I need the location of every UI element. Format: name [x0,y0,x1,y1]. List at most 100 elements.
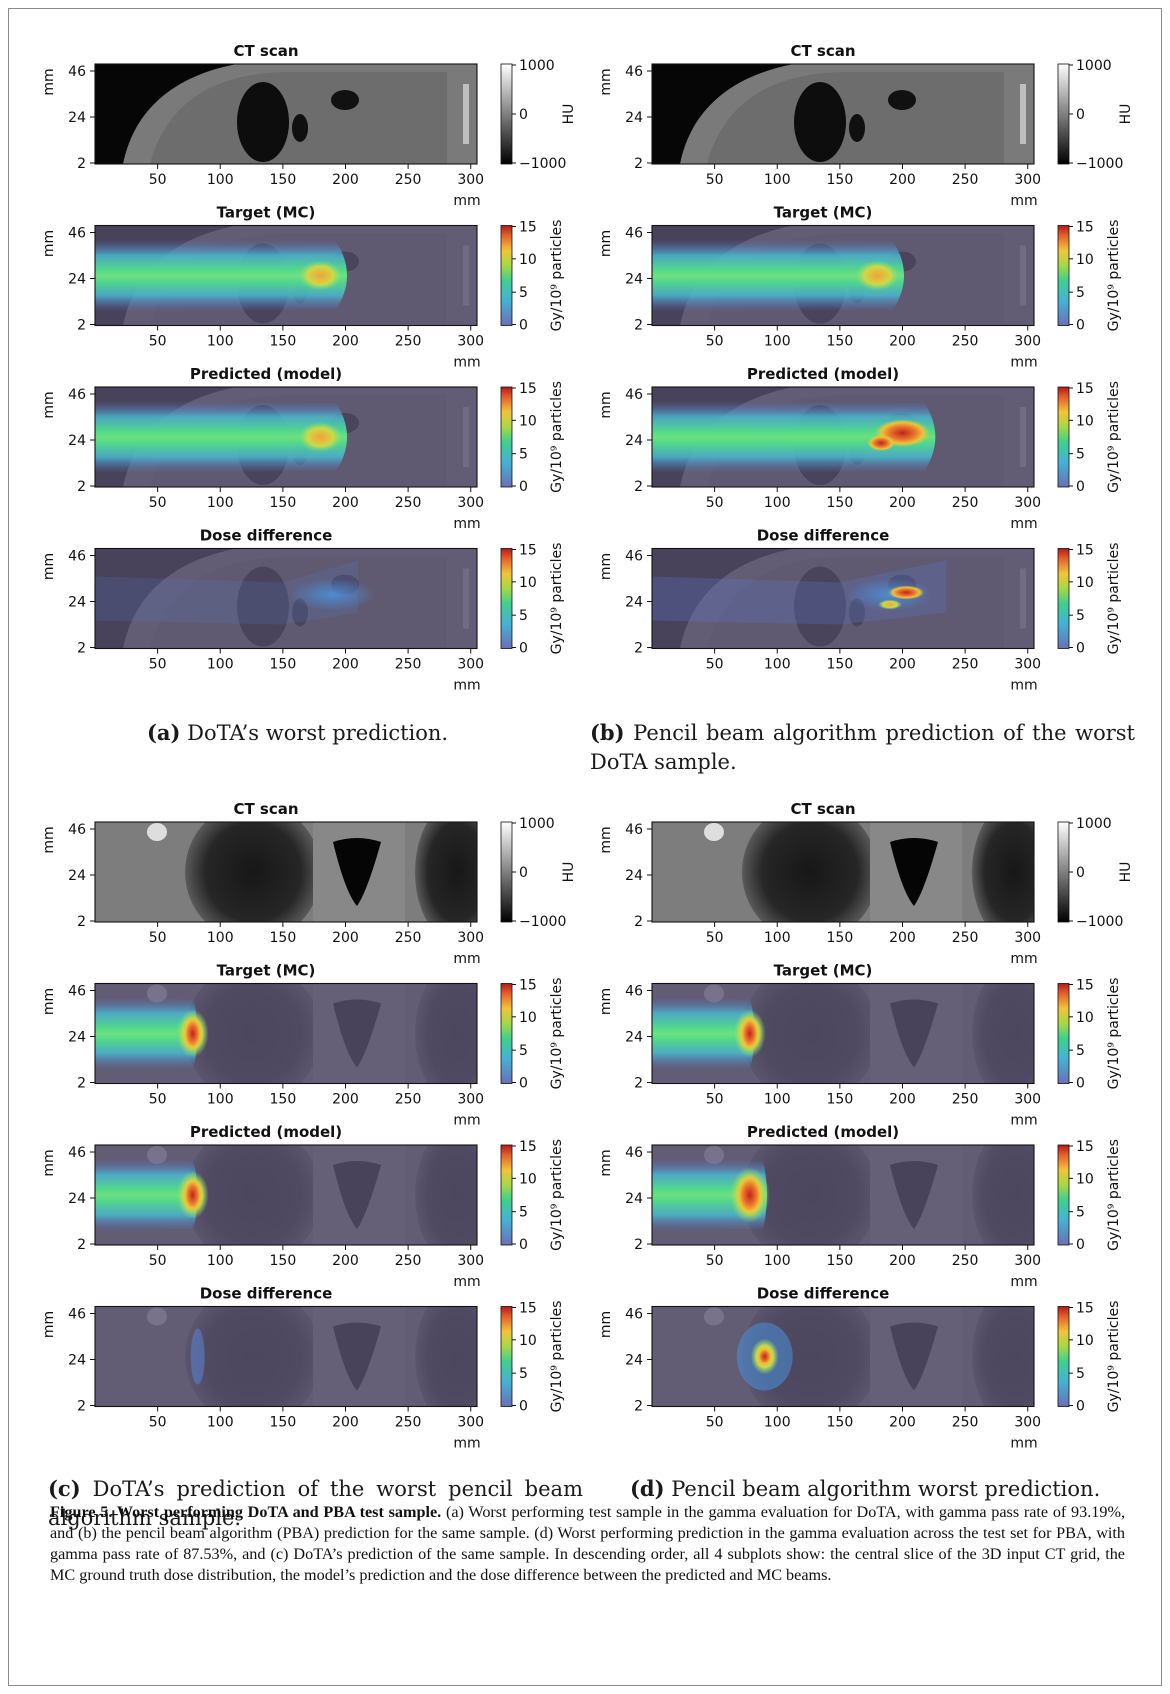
y-tick-label: 46 [625,1145,643,1161]
x-tick-label: 300 [457,172,484,188]
dose-overlay [652,548,1034,649]
colorbar-tick-label: 5 [519,1043,528,1059]
dose-peak [855,260,900,291]
x-tick-label: 150 [827,334,854,350]
y-tick-label: 2 [634,318,643,334]
x-axis-label: mm [1010,951,1037,967]
colorbar-label: Gy/10⁹ particles [549,978,565,1090]
colorbar-tick-label: 1000 [1076,58,1112,74]
x-tick-label: 300 [457,1253,484,1269]
axes-frame [651,63,1035,165]
axes-frame [94,386,478,488]
colorbar-tick-label: 5 [519,1366,528,1382]
axes-frame [651,224,1035,327]
colorbar-label: HU [1118,862,1134,883]
colorbar-tick-label: −1000 [1076,914,1123,930]
y-tick-label: 24 [625,595,643,611]
subfigure-caption-c: (c) DoTA’s prediction of the worst penci… [48,1476,583,1530]
y-axis-label: mm [41,1149,57,1176]
y-tick-label: 24 [625,110,643,126]
y-tick-label: 24 [68,110,86,126]
x-tick-label: 200 [889,172,916,188]
dose-colorbar [1057,548,1070,649]
axes-frame [94,1305,478,1408]
dose-peak [182,1177,203,1213]
y-tick-label: 46 [68,984,86,1000]
colorbar-tick-label: 0 [519,318,528,334]
y-tick-label: 2 [77,318,86,334]
y-tick-label: 2 [77,1399,86,1415]
x-tick-label: 100 [764,172,791,188]
y-tick-label: 46 [625,1307,643,1323]
colorbar-tick-label: 0 [519,641,528,657]
axes-frame [94,821,478,923]
y-tick-label: 46 [68,64,86,80]
dose-peak [735,1173,764,1217]
ct-colorbar [500,821,513,923]
x-tick-label: 150 [827,1415,854,1431]
y-tick-label: 2 [77,914,86,930]
dose-beam [95,401,348,473]
colorbar-label: Gy/10⁹ particles [549,381,565,493]
y-tick-label: 46 [68,387,86,403]
y-tick-label: 2 [634,1237,643,1253]
y-tick-label: 2 [77,1237,86,1253]
x-tick-label: 250 [395,1253,422,1269]
dose-peak [739,1015,760,1052]
dose-colorbar [500,548,513,649]
colorbar-tick-label: 5 [1076,608,1085,624]
x-tick-label: 250 [952,930,979,946]
x-tick-label: 50 [149,495,167,511]
dose-overlay [95,548,477,649]
y-tick-label: 46 [625,226,643,242]
x-axis-label: mm [453,1436,480,1452]
ct-left-lung [185,822,321,922]
panel-title: Target (MC) [774,962,873,980]
y-tick-label: 46 [68,226,86,242]
y-tick-label: 2 [634,156,643,172]
ct-colorbar [500,63,513,165]
colorbar-label: Gy/10⁹ particles [1106,543,1122,655]
colorbar-tick-label: 0 [1076,1399,1085,1415]
x-tick-label: 150 [270,657,297,673]
x-axis-label: mm [1010,1113,1037,1129]
colorbar-tick-label: 10 [519,1333,537,1349]
panel-title: Dose difference [200,1285,333,1303]
x-tick-label: 200 [332,657,359,673]
dose-diff-hotspot [888,585,925,600]
colorbar-tick-label: 5 [1076,1043,1085,1059]
panel-ct-scan: CT scan 46 24 2 mm 50 100 150 200 250 300 mm 1000 0 −1… [598,42,1134,209]
colorbar-tick-label: 5 [1076,447,1085,463]
colorbar-label: Gy/10⁹ particles [1106,1301,1122,1413]
panel-title: Dose difference [200,527,333,545]
x-axis-label: mm [1010,1274,1037,1290]
colorbar-label: Gy/10⁹ particles [1106,381,1122,493]
x-tick-label: 100 [207,1415,234,1431]
colorbar-tick-label: 15 [519,543,537,559]
dose-diff-blob [190,1328,205,1385]
colorbar-label: Gy/10⁹ particles [549,543,565,655]
colorbar-tick-label: 15 [519,381,537,397]
x-tick-label: 100 [764,1092,791,1108]
x-tick-label: 200 [332,495,359,511]
axes-frame [651,547,1035,650]
colorbar-tick-label: 0 [519,479,528,495]
panel-ct-scan: CT scan 46 24 2 mm 50 100 150 200 250 300 mm 1000 0 −1… [41,800,577,967]
y-tick-label: 24 [625,272,643,288]
x-tick-label: 300 [457,1415,484,1431]
colorbar-tick-label: 0 [1076,865,1085,881]
colorbar-tick-label: 15 [519,1301,537,1317]
colorbar-tick-label: 5 [1076,285,1085,301]
y-axis-label: mm [598,988,614,1015]
ct-left-lung [742,822,878,922]
colorbar-label: HU [1118,104,1134,125]
x-tick-label: 200 [889,930,916,946]
panel-ct-scan: CT scan 46 24 2 mm 50 100 150 200 250 300 mm 1000 0 −1… [41,42,577,209]
colorbar-tick-label: 5 [519,1205,528,1221]
